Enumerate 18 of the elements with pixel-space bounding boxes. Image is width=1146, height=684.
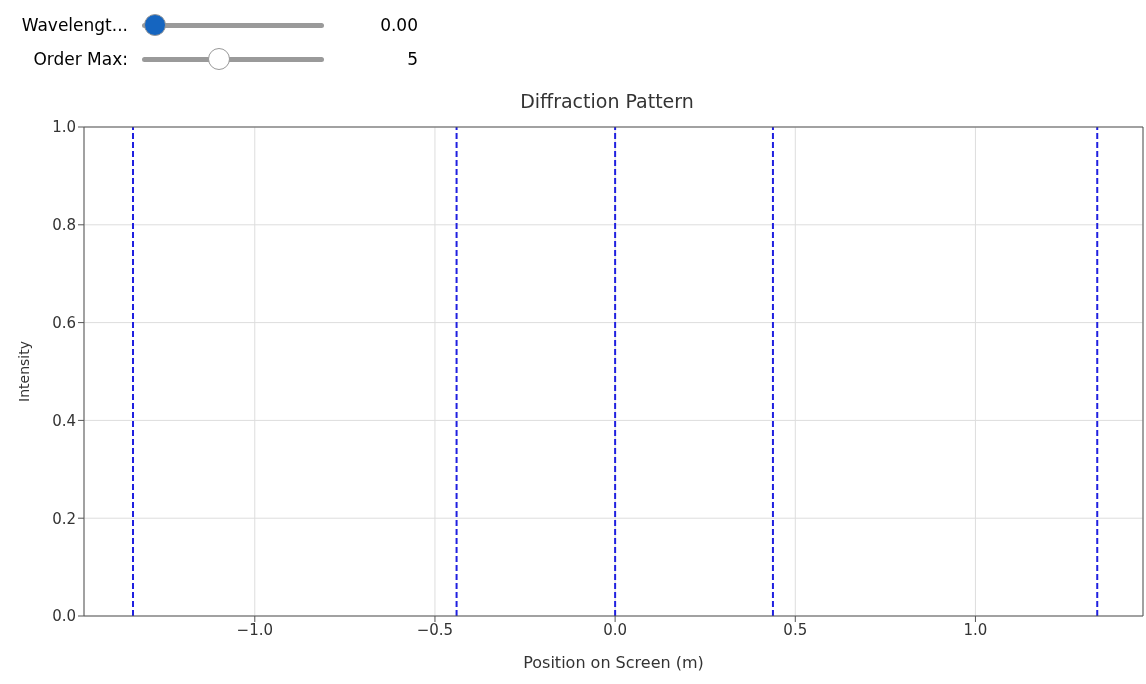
y-tick-label: 0.8 (52, 216, 76, 235)
x-axis-title: Position on Screen (m) (523, 653, 704, 672)
x-tick-label: 1.0 (963, 620, 988, 639)
y-tick-label: 0.0 (52, 607, 76, 626)
x-tick-label: −0.5 (416, 620, 454, 639)
x-tick-label: −1.0 (236, 620, 274, 639)
y-axis-title: Intensity (15, 341, 32, 402)
text: Order Max: (32, 49, 129, 69)
text: 0.00 (379, 15, 418, 35)
text: Wavelengt... (20, 15, 129, 35)
y-tick-label: 0.4 (52, 411, 76, 430)
y-tick-label: 1.0 (52, 118, 76, 137)
x-tick-label: 0.0 (603, 620, 628, 639)
y-tick-label: 0.6 (52, 313, 76, 332)
y-tick-label: 0.2 (52, 509, 76, 528)
text: 5 (406, 49, 418, 69)
x-tick-label: 0.5 (783, 620, 808, 639)
chart-title: Diffraction Pattern (519, 90, 695, 114)
